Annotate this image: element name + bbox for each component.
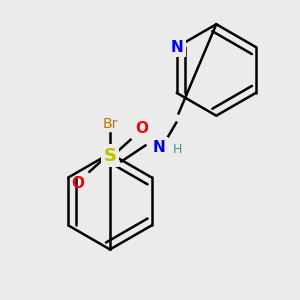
Text: S: S xyxy=(103,147,116,165)
Text: Br: Br xyxy=(102,117,118,131)
Text: N: N xyxy=(170,40,183,55)
Text: O: O xyxy=(71,176,85,191)
Text: O: O xyxy=(136,121,148,136)
Text: N: N xyxy=(153,140,166,155)
Text: H: H xyxy=(173,143,182,157)
